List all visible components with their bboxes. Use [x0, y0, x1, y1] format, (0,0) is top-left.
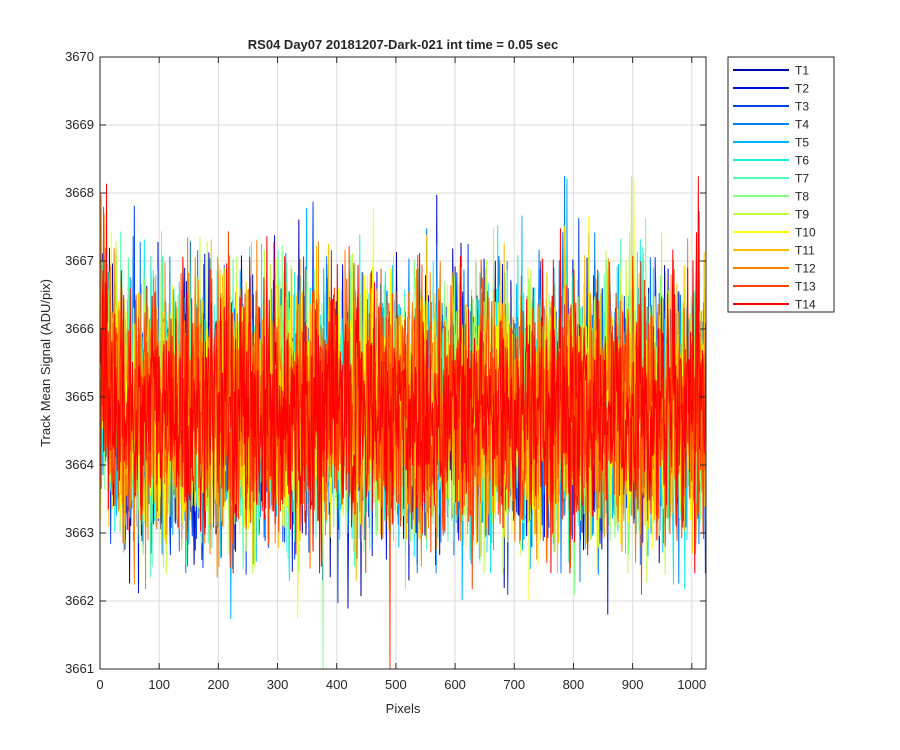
x-tick-label: 500: [385, 677, 407, 692]
y-tick-label: 3668: [65, 185, 94, 200]
y-tick-label: 3670: [65, 49, 94, 64]
y-tick-label: 3663: [65, 525, 94, 540]
legend-label-t3: T3: [795, 100, 809, 114]
legend-label-t5: T5: [795, 136, 809, 150]
y-tick-label: 3669: [65, 117, 94, 132]
legend-label-t10: T10: [795, 226, 816, 240]
series-line-t14: [100, 176, 707, 574]
x-tick-label: 100: [148, 677, 170, 692]
x-tick-label: 800: [563, 677, 585, 692]
legend-label-t6: T6: [795, 154, 809, 168]
legend-label-t14: T14: [795, 298, 816, 312]
x-tick-label: 1000: [677, 677, 706, 692]
legend-label-t7: T7: [795, 172, 809, 186]
x-tick-label: 300: [267, 677, 289, 692]
plot-frame: [99, 56, 707, 670]
chart-title: RS04 Day07 20181207-Dark-021 int time = …: [248, 37, 558, 52]
legend-label-t2: T2: [795, 82, 809, 96]
x-tick-label: 700: [503, 677, 525, 692]
x-axis: 0 100 200 300 400 500 600 700 800 900 1000: [96, 57, 706, 692]
x-axis-label: Pixels: [386, 701, 421, 716]
legend-label-t8: T8: [795, 190, 809, 204]
series-lines: [100, 176, 707, 670]
legend-label-t9: T9: [795, 208, 809, 222]
x-tick-label: 200: [208, 677, 230, 692]
y-tick-label: 3664: [65, 457, 94, 472]
y-tick-label: 3661: [65, 661, 94, 676]
legend-label-t1: T1: [795, 64, 809, 78]
legend-label-t11: T11: [795, 244, 815, 258]
x-tick-label: 400: [326, 677, 348, 692]
legend: T1 T2 T3 T4 T5 T6 T7 T8 T9 T10 T11 T12 T13 T14: [727, 56, 835, 313]
legend-label-t12: T12: [795, 262, 816, 276]
y-axis-label: Track Mean Signal (ADU/pix): [38, 279, 53, 447]
x-tick-label: 600: [444, 677, 466, 692]
y-tick-label: 3667: [65, 253, 94, 268]
legend-label-t13: T13: [795, 280, 816, 294]
y-tick-label: 3666: [65, 321, 94, 336]
x-tick-label: 0: [96, 677, 103, 692]
y-tick-label: 3662: [65, 593, 94, 608]
legend-box: [727, 56, 835, 313]
x-tick-label: 900: [622, 677, 644, 692]
y-tick-label: 3665: [65, 389, 94, 404]
legend-label-t4: T4: [795, 118, 809, 132]
y-axis: 3661 3662 3663 3664 3665 3666 3667 3668 3669 3670: [65, 49, 706, 676]
